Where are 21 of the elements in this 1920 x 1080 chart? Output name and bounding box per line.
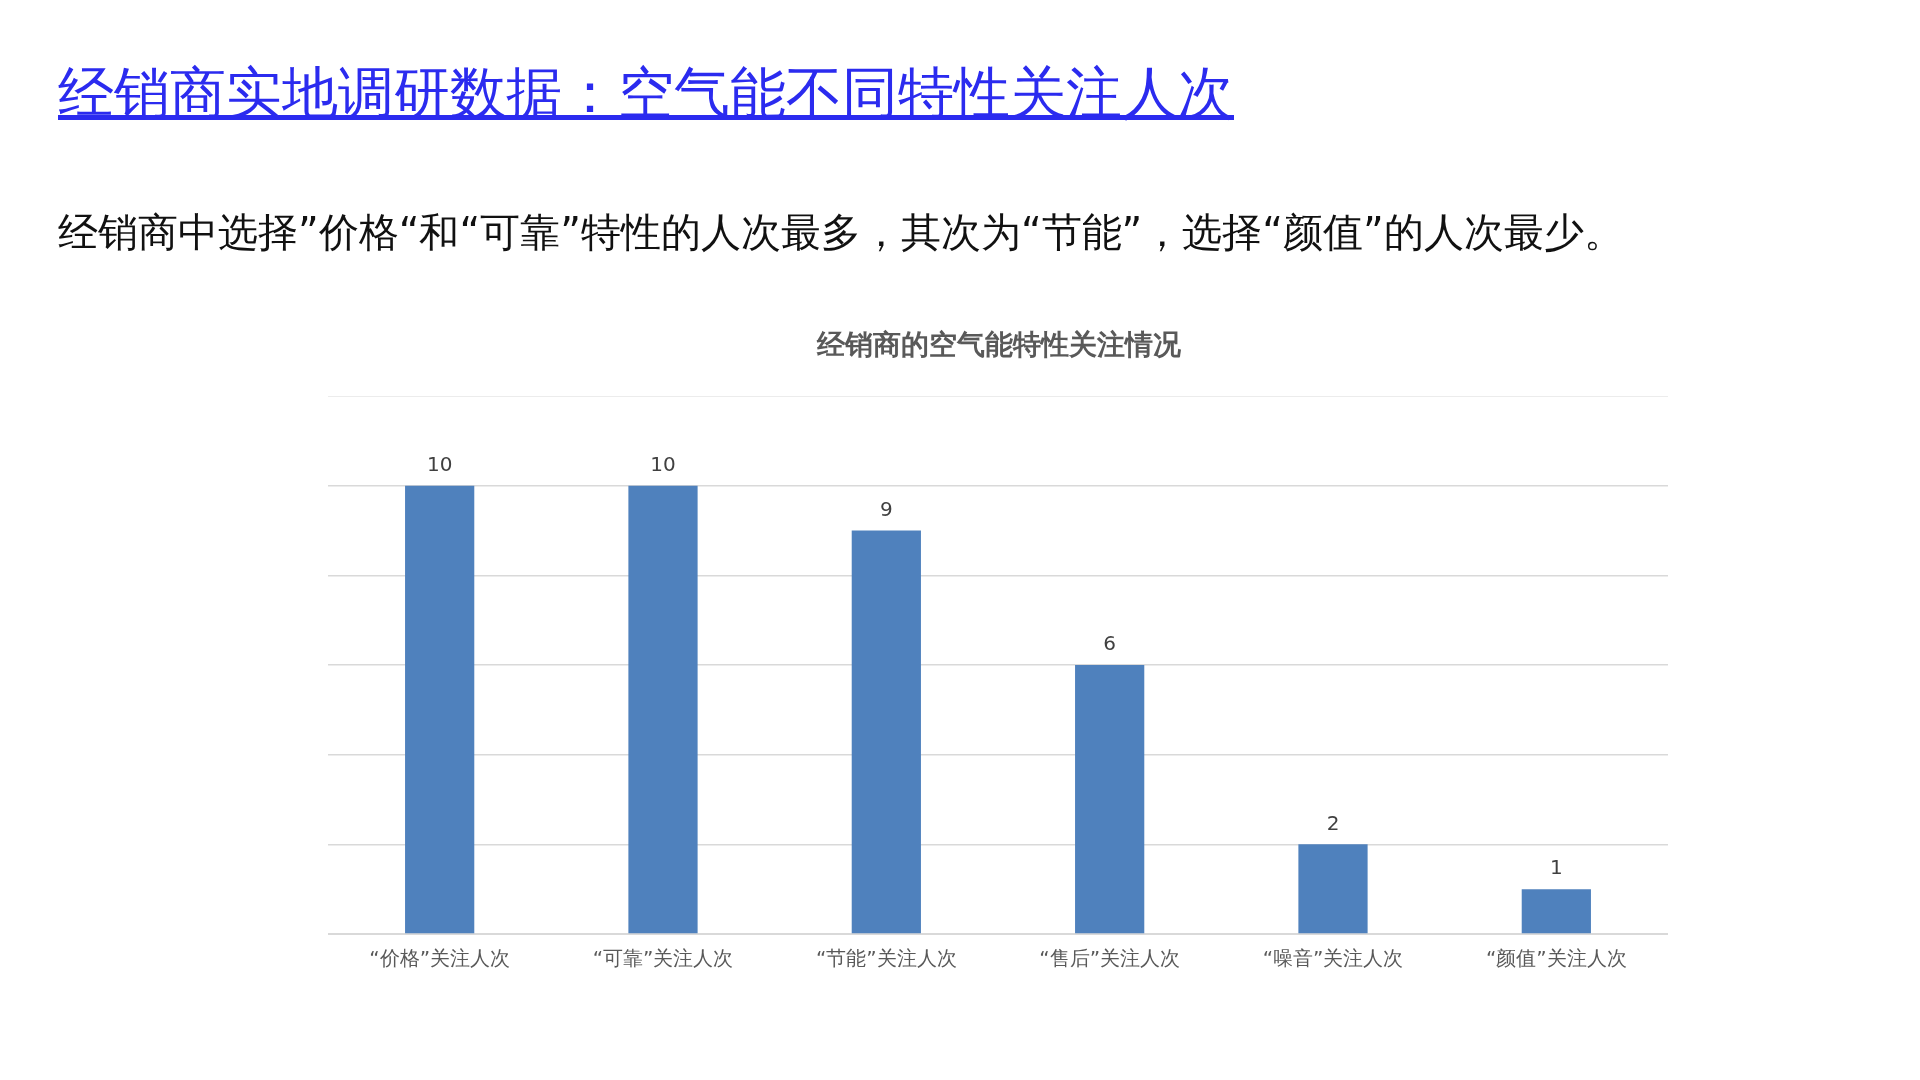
- bar: [1521, 889, 1591, 934]
- chart-subtitle: 经销商中选择”价格“和“可靠”特性的人次最多，其次为“节能”，选择“颜值”的人次最少。: [58, 208, 1625, 257]
- data-label: 2: [1326, 810, 1340, 835]
- data-label: 6: [1103, 631, 1117, 656]
- x-tick-label: “节能”关注人次: [815, 946, 957, 971]
- bar: [628, 485, 698, 934]
- x-tick-label: “噪音”关注人次: [1262, 946, 1404, 971]
- bar: [405, 485, 475, 934]
- data-label: 10: [650, 451, 676, 476]
- text: 经销商的空气能特性关注情况: [815, 327, 1182, 363]
- x-tick-label: “售后”关注人次: [1039, 946, 1181, 971]
- x-tick-label: “价格”关注人次: [369, 946, 511, 971]
- data-label: 10: [426, 451, 453, 476]
- bar: [1075, 665, 1145, 934]
- bar: [851, 530, 921, 934]
- data-label: 9: [879, 496, 893, 521]
- bar: [1298, 844, 1368, 934]
- x-tick-label: “颜值”关注人次: [1485, 946, 1627, 971]
- x-tick-label: “可靠”关注人次: [592, 946, 734, 971]
- data-label: 1: [1549, 855, 1563, 880]
- chart-title: 经销商实地调研数据：空气能不同特性关注人次: [58, 59, 1234, 127]
